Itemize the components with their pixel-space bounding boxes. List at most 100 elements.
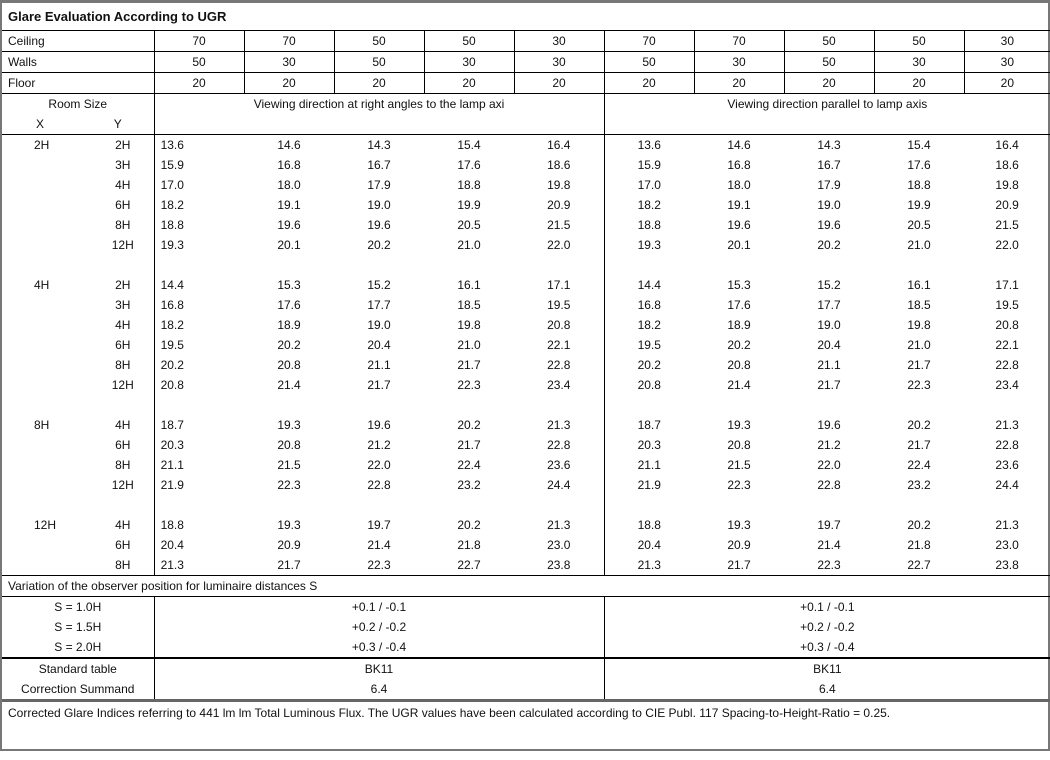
ugr-value: 22.8 (547, 438, 571, 452)
ugr-value: 22.8 (995, 358, 1019, 372)
reflectance-row: Walls 50 30 50 30 30 50 30 50 30 30 (2, 51, 1050, 73)
room-x-value (2, 535, 78, 555)
ugr-value: 22.3 (817, 558, 841, 572)
ugr-value: 17.1 (547, 278, 571, 292)
room-y-value: 3H (115, 298, 131, 312)
ugr-value: 19.5 (547, 298, 571, 312)
reflectance-value: 70 (693, 30, 785, 52)
ugr-value: 21.5 (547, 218, 571, 232)
table-title: Glare Evaluation According to UGR (2, 3, 1050, 31)
room-y-value: 8H (115, 358, 131, 372)
ugr-value: 21.7 (907, 438, 931, 452)
ugr-value: 22.7 (907, 558, 931, 572)
ugr-value: 23.4 (995, 378, 1019, 392)
ugr-value: 21.5 (995, 218, 1019, 232)
room-x-value (2, 195, 78, 215)
ugr-value: 22.8 (547, 358, 571, 372)
ugr-value: 21.9 (603, 475, 694, 495)
ugr-value: 21.8 (907, 538, 931, 552)
room-x-value: 8H (34, 418, 50, 432)
variation-parallel: +0.3 / -0.4 (603, 637, 1050, 659)
reflectance-value: 30 (873, 51, 965, 73)
ugr-value: 18.9 (727, 318, 751, 332)
ugr-data-row: 3H 16.8 17.6 17.7 18.5 19.5 16.8 17.6 17.7 18.5 19… (2, 295, 1050, 315)
ugr-value: 23.6 (547, 458, 571, 472)
ugr-value: 20.8 (603, 375, 694, 395)
ugr-data-row: 8H 20.2 20.8 21.1 21.7 22.8 20.2 20.8 21.1 21.7 22… (2, 355, 1050, 375)
ugr-value: 21.3 (995, 518, 1019, 532)
ugr-value: 16.1 (907, 278, 931, 292)
ugr-value: 18.8 (603, 515, 694, 535)
ugr-value: 16.8 (277, 158, 301, 172)
ugr-value: 17.9 (367, 178, 391, 192)
reflectance-value: 70 (243, 30, 335, 52)
room-y-value: 3H (115, 158, 131, 172)
ugr-value: 17.0 (153, 175, 244, 195)
group-spacer-row (2, 495, 1050, 515)
group-spacer-row (2, 255, 1050, 275)
ugr-value: 15.3 (277, 278, 301, 292)
reflectance-value: 50 (333, 30, 425, 52)
reflectance-value: 50 (873, 30, 965, 52)
spacer (603, 395, 1050, 415)
room-x-value (2, 355, 78, 375)
ugr-value: 20.9 (277, 538, 301, 552)
ugr-value: 18.2 (153, 315, 244, 335)
reflectance-row: Floor 20 20 20 20 20 20 20 20 20 20 (2, 72, 1050, 94)
ugr-value: 17.6 (277, 298, 301, 312)
ugr-value: 19.6 (727, 218, 751, 232)
ugr-value: 22.0 (817, 458, 841, 472)
ugr-value: 21.1 (603, 455, 694, 475)
ugr-value: 22.0 (367, 458, 391, 472)
ugr-value: 18.2 (603, 315, 694, 335)
ugr-value: 15.3 (727, 278, 751, 292)
standard-right-angles: 6.4 (153, 679, 604, 701)
ugr-value: 20.8 (727, 358, 751, 372)
ugr-value: 23.0 (547, 538, 571, 552)
ugr-value: 18.8 (907, 178, 931, 192)
ugr-value: 20.2 (907, 418, 931, 432)
ugr-data-row: 8H 21.3 21.7 22.3 22.7 23.8 21.3 21.7 22.3 22.7 23… (2, 555, 1050, 576)
room-size-header-row: Room Size Viewing direction at right angl… (2, 93, 1050, 135)
ugr-value: 19.9 (457, 198, 481, 212)
ugr-value: 18.6 (995, 158, 1019, 172)
ugr-value: 20.2 (907, 518, 931, 532)
ugr-value: 20.8 (727, 438, 751, 452)
ugr-value: 18.8 (603, 215, 694, 235)
ugr-value: 14.4 (603, 275, 694, 295)
room-y-value: 8H (115, 218, 131, 232)
ugr-value: 14.4 (153, 275, 244, 295)
spacer (603, 495, 1050, 515)
spacer (153, 395, 604, 415)
ugr-value: 23.8 (995, 558, 1019, 572)
ugr-data-row: 8H 4H 18.7 19.3 19.6 20.2 21.3 18.7 19.3 19.6 20.2… (2, 415, 1050, 435)
ugr-value: 16.8 (153, 295, 244, 315)
ugr-value: 19.7 (817, 518, 841, 532)
room-x-value (2, 375, 78, 395)
ugr-value: 21.3 (547, 518, 571, 532)
ugr-value: 22.7 (457, 558, 481, 572)
ugr-value: 19.0 (817, 318, 841, 332)
ugr-value: 19.5 (995, 298, 1019, 312)
ugr-value: 19.8 (457, 318, 481, 332)
ugr-value: 14.6 (727, 138, 751, 152)
standard-row: Correction Summand 6.4 6.4 (2, 679, 1050, 701)
ugr-value: 13.6 (603, 134, 694, 155)
ugr-value: 22.3 (457, 378, 481, 392)
ugr-value: 20.2 (277, 338, 301, 352)
ugr-value: 20.2 (603, 355, 694, 375)
ugr-value: 19.6 (817, 418, 841, 432)
ugr-value: 22.4 (457, 458, 481, 472)
ugr-value: 23.8 (547, 558, 571, 572)
room-y-value: 6H (115, 338, 131, 352)
ugr-value: 17.6 (727, 298, 751, 312)
room-x-value (2, 475, 78, 495)
ugr-value: 23.0 (995, 538, 1019, 552)
reflectance-value: 20 (783, 72, 875, 94)
ugr-table: Glare Evaluation According to UGR Ceiling… (2, 3, 1050, 760)
ugr-value: 17.0 (603, 175, 694, 195)
standard-label: Standard table (38, 662, 117, 676)
room-y-value: 6H (115, 438, 131, 452)
ugr-data-row: 8H 21.1 21.5 22.0 22.4 23.6 21.1 21.5 22.0 22.4 23… (2, 455, 1050, 475)
